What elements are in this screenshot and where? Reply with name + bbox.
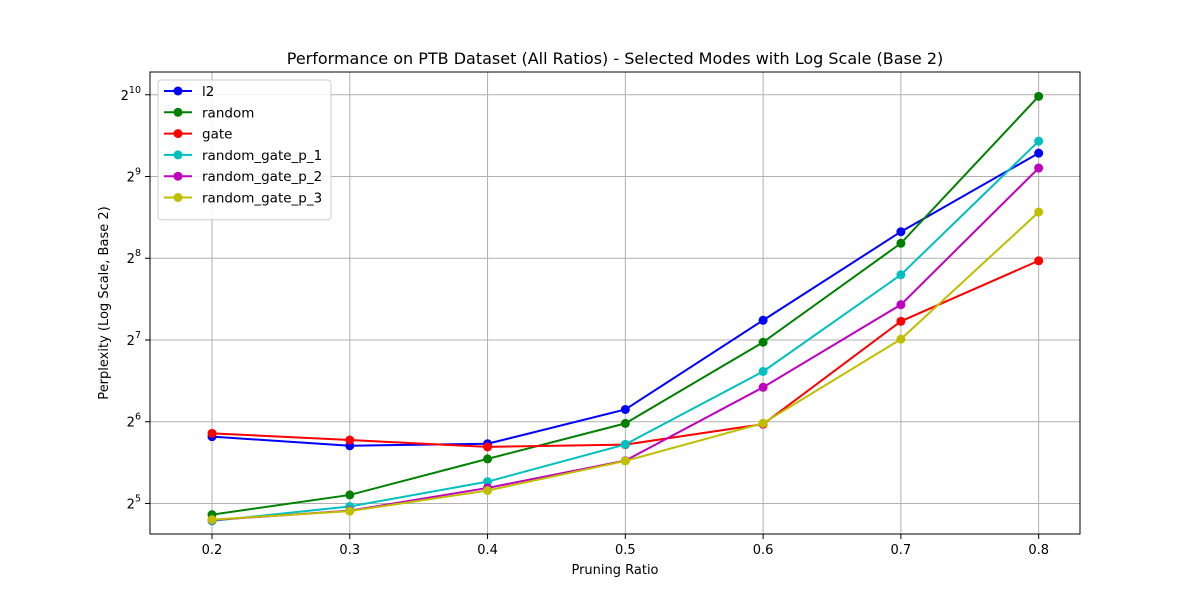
data-point bbox=[896, 238, 906, 248]
data-point bbox=[1034, 136, 1044, 146]
x-tick-label: 0.2 bbox=[202, 543, 223, 558]
data-point bbox=[758, 382, 768, 392]
legend-label: random_gate_p_3 bbox=[202, 191, 322, 207]
legend-item: random_gate_p_3 bbox=[164, 191, 322, 207]
legend-item: random_gate_p_2 bbox=[164, 169, 322, 185]
y-tick-label: 28 bbox=[127, 248, 141, 267]
data-point bbox=[620, 418, 630, 428]
x-tick-label: 0.8 bbox=[1028, 543, 1049, 558]
data-point bbox=[896, 300, 906, 310]
legend-marker bbox=[173, 86, 183, 96]
data-point bbox=[483, 442, 493, 452]
legend-box bbox=[157, 79, 332, 221]
data-point bbox=[758, 366, 768, 376]
y-tick-label: 210 bbox=[121, 85, 141, 104]
x-ticks: 0.2 0.3 0.4 0.5 0.6 0.7 0.8 bbox=[202, 534, 1049, 558]
legend-label: gate bbox=[202, 127, 232, 143]
data-point bbox=[207, 515, 217, 525]
data-point bbox=[758, 315, 768, 325]
data-point bbox=[758, 337, 768, 347]
data-point bbox=[1034, 256, 1044, 266]
legend-label: random bbox=[202, 105, 254, 121]
y-tick-label: 26 bbox=[127, 412, 141, 431]
data-point bbox=[483, 477, 493, 487]
legend-marker bbox=[173, 193, 183, 202]
legend-marker bbox=[173, 150, 183, 160]
x-tick-label: 0.3 bbox=[339, 543, 360, 558]
data-point bbox=[620, 404, 630, 414]
series-group bbox=[207, 91, 1044, 526]
legend-marker bbox=[173, 171, 183, 181]
y-tick-label: 29 bbox=[127, 167, 141, 186]
legend-item: gate bbox=[164, 127, 232, 143]
chart-title: Performance on PTB Dataset (All Ratios) … bbox=[287, 49, 943, 68]
data-point bbox=[483, 454, 493, 464]
y-ticks: 25 26 27 28 29 210 bbox=[121, 85, 150, 512]
data-point bbox=[1034, 207, 1044, 217]
series-random bbox=[207, 91, 1044, 520]
data-point bbox=[896, 334, 906, 344]
data-point bbox=[345, 506, 355, 516]
legend-marker bbox=[173, 107, 183, 117]
data-point bbox=[345, 490, 355, 500]
data-point bbox=[620, 456, 630, 466]
legend-label: random_gate_p_1 bbox=[202, 148, 322, 164]
y-tick-label: 27 bbox=[127, 330, 141, 349]
y-axis-label: Perplexity (Log Scale, Base 2) bbox=[97, 206, 112, 399]
y-tick-label: 25 bbox=[127, 493, 141, 512]
data-point bbox=[1034, 91, 1044, 101]
data-point bbox=[758, 418, 768, 428]
legend-marker bbox=[173, 129, 183, 139]
legend-item: random bbox=[164, 105, 254, 121]
legend: l2 random gate random_gate_p_1 random_gate_p… bbox=[157, 79, 332, 221]
plot-frame bbox=[149, 71, 1081, 535]
data-point bbox=[1034, 148, 1044, 158]
data-point bbox=[620, 439, 630, 449]
data-point bbox=[896, 270, 906, 280]
data-point bbox=[1034, 163, 1044, 173]
legend-label: random_gate_p_2 bbox=[202, 169, 322, 185]
grid bbox=[150, 72, 1080, 534]
data-point bbox=[207, 428, 217, 438]
x-axis-label: Pruning Ratio bbox=[571, 563, 658, 578]
data-point bbox=[483, 486, 493, 496]
data-point bbox=[896, 316, 906, 326]
legend-item: l2 bbox=[164, 84, 214, 100]
legend-item: random_gate_p_1 bbox=[164, 148, 322, 164]
x-tick-label: 0.5 bbox=[615, 543, 636, 558]
x-tick-label: 0.7 bbox=[891, 543, 912, 558]
data-point bbox=[345, 435, 355, 445]
x-tick-label: 0.4 bbox=[477, 543, 498, 558]
series-random_gate_p_3 bbox=[207, 207, 1044, 525]
legend-label: l2 bbox=[202, 84, 214, 100]
data-point bbox=[896, 227, 906, 237]
x-tick-label: 0.6 bbox=[753, 543, 774, 558]
